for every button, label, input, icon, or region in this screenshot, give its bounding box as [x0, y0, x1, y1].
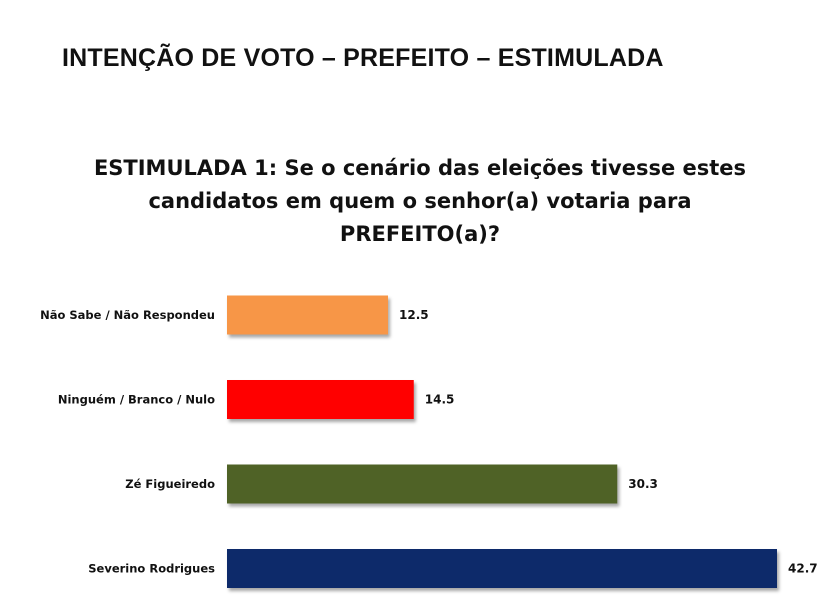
bar	[227, 295, 389, 335]
category-label: Zé Figueiredo	[125, 477, 215, 491]
value-label: 12.5	[399, 308, 429, 322]
category-label: Não Sabe / Não Respondeu	[40, 308, 215, 322]
value-label: 14.5	[425, 393, 455, 407]
question-line-1: ESTIMULADA 1: Se o cenário das eleições …	[93, 156, 747, 180]
bar	[227, 549, 777, 588]
bars-layer: Não Sabe / Não Respondeu 12.5 Ninguém / Br…	[40, 295, 818, 588]
value-label: 42.7	[788, 562, 818, 576]
question-text: ESTIMULADA 1: Se o cenário das eleições …	[90, 152, 750, 251]
bar	[227, 464, 618, 504]
page-title: INTENÇÃO DE VOTO – PREFEITO – ESTIMULADA	[62, 44, 664, 72]
value-label: 30.3	[628, 477, 658, 491]
question-line-2: candidatos em quem o senhor(a) votaria p…	[148, 189, 692, 213]
category-label: Ninguém / Branco / Nulo	[58, 393, 215, 407]
question-line-3: PREFEITO(a)?	[339, 222, 501, 246]
bar	[227, 380, 414, 419]
category-label: Severino Rodrigues	[88, 562, 215, 576]
